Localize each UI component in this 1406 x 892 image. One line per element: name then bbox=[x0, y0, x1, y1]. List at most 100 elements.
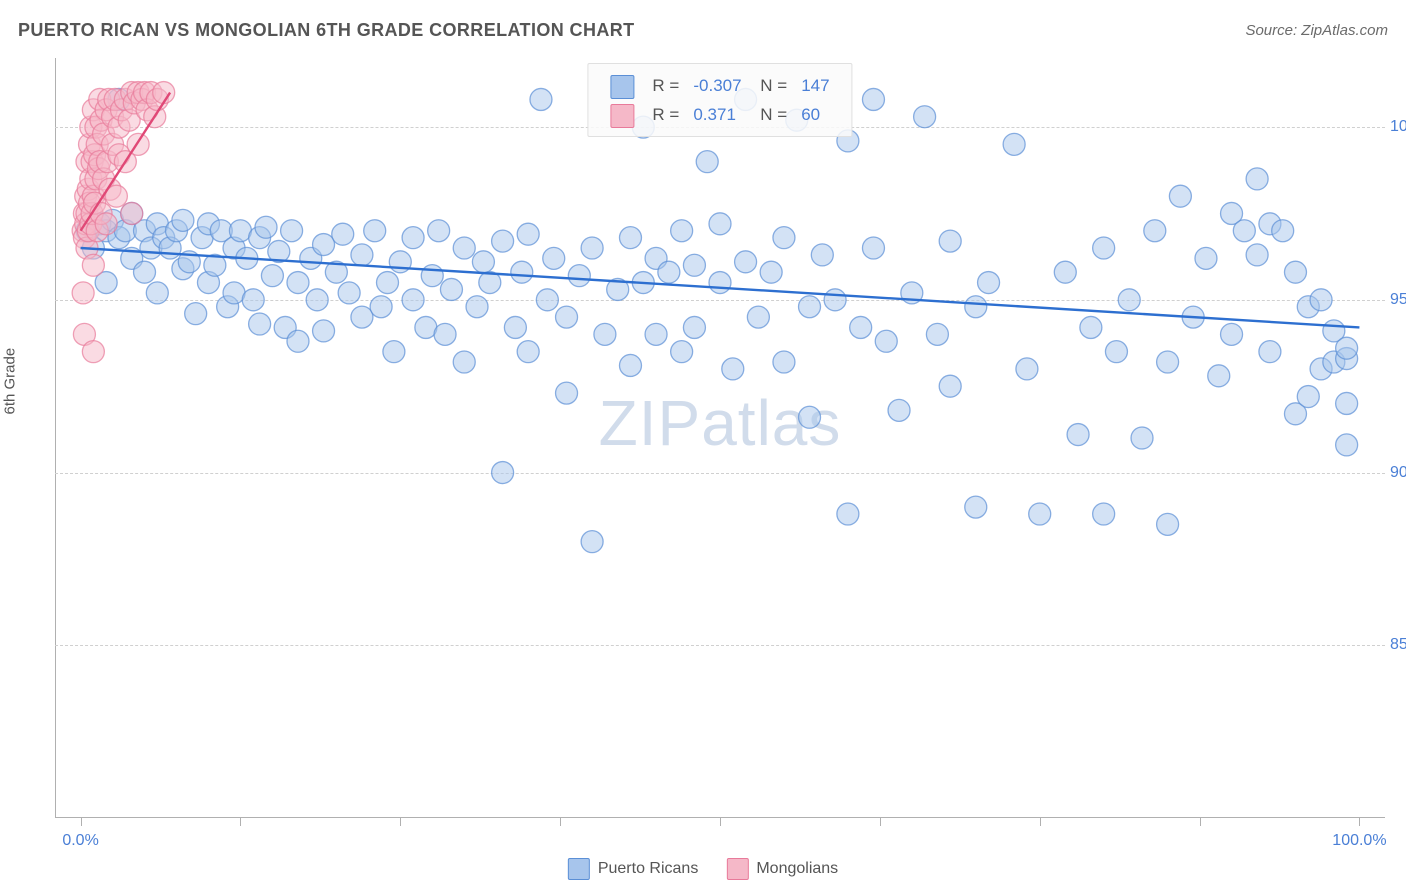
scatter-point bbox=[939, 230, 961, 252]
scatter-point bbox=[261, 265, 283, 287]
scatter-point bbox=[517, 341, 539, 363]
legend-label: Mongolians bbox=[756, 860, 838, 878]
x-tick bbox=[400, 818, 401, 826]
scatter-point bbox=[671, 220, 693, 242]
scatter-point bbox=[1144, 220, 1166, 242]
scatter-point bbox=[581, 237, 603, 259]
scatter-point bbox=[402, 289, 424, 311]
x-tick bbox=[1200, 818, 1201, 826]
y-tick-label: 100.0% bbox=[1390, 118, 1406, 136]
scatter-point bbox=[1195, 247, 1217, 269]
chart-source: Source: ZipAtlas.com bbox=[1245, 22, 1388, 39]
scatter-point bbox=[492, 462, 514, 484]
scatter-point bbox=[351, 306, 373, 328]
scatter-point bbox=[466, 296, 488, 318]
scatter-point bbox=[875, 330, 897, 352]
x-tick bbox=[880, 818, 881, 826]
scatter-point bbox=[172, 209, 194, 231]
scatter-point bbox=[658, 261, 680, 283]
scatter-point bbox=[722, 358, 744, 380]
scatter-point bbox=[556, 382, 578, 404]
correlation-legend: R = -0.307 N = 147 R = 0.371 N = 60 bbox=[587, 63, 852, 137]
scatter-point bbox=[383, 341, 405, 363]
legend-row-puerto-ricans: R = -0.307 N = 147 bbox=[604, 72, 835, 99]
scatter-point bbox=[313, 320, 335, 342]
legend-item-puerto-ricans: Puerto Ricans bbox=[568, 858, 699, 880]
scatter-point bbox=[1310, 289, 1332, 311]
legend-row-mongolians: R = 0.371 N = 60 bbox=[604, 101, 835, 128]
scatter-point bbox=[760, 261, 782, 283]
scatter-point bbox=[1221, 323, 1243, 345]
scatter-point bbox=[1259, 341, 1281, 363]
scatter-point bbox=[978, 272, 1000, 294]
scatter-point bbox=[773, 227, 795, 249]
scatter-point bbox=[121, 202, 143, 224]
scatter-point bbox=[799, 406, 821, 428]
x-tick-label: 0.0% bbox=[62, 832, 98, 850]
scatter-point bbox=[1169, 185, 1191, 207]
scatter-point bbox=[1246, 168, 1268, 190]
scatter-point bbox=[735, 251, 757, 273]
scatter-point bbox=[888, 399, 910, 421]
scatter-point bbox=[421, 265, 443, 287]
scatter-point bbox=[1208, 365, 1230, 387]
chart-title: PUERTO RICAN VS MONGOLIAN 6TH GRADE CORR… bbox=[18, 20, 635, 41]
scatter-point bbox=[1067, 424, 1089, 446]
scatter-point bbox=[1054, 261, 1076, 283]
scatter-point bbox=[492, 230, 514, 252]
scatter-point bbox=[645, 323, 667, 345]
scatter-point bbox=[313, 234, 335, 256]
scatter-point bbox=[568, 265, 590, 287]
r-value-puerto-ricans: -0.307 bbox=[687, 72, 747, 99]
scatter-point bbox=[434, 323, 456, 345]
scatter-point bbox=[377, 272, 399, 294]
scatter-point bbox=[1093, 503, 1115, 525]
scatter-point bbox=[683, 316, 705, 338]
r-value-mongolians: 0.371 bbox=[687, 101, 747, 128]
scatter-point bbox=[255, 216, 277, 238]
scatter-point bbox=[1157, 513, 1179, 535]
scatter-point bbox=[837, 503, 859, 525]
x-tick bbox=[1359, 818, 1360, 826]
scatter-point bbox=[1233, 220, 1255, 242]
scatter-point bbox=[453, 351, 475, 373]
legend-swatch-icon bbox=[726, 858, 748, 880]
scatter-point bbox=[287, 330, 309, 352]
scatter-point bbox=[530, 88, 552, 110]
scatter-point bbox=[926, 323, 948, 345]
x-tick bbox=[1040, 818, 1041, 826]
scatter-point bbox=[1093, 237, 1115, 259]
n-value-mongolians: 60 bbox=[795, 101, 835, 128]
legend-swatch-puerto-ricans bbox=[610, 75, 634, 99]
scatter-point bbox=[134, 261, 156, 283]
scatter-point bbox=[364, 220, 386, 242]
legend-label: Puerto Ricans bbox=[598, 860, 699, 878]
scatter-point bbox=[1029, 503, 1051, 525]
scatter-point bbox=[536, 289, 558, 311]
legend-item-mongolians: Mongolians bbox=[726, 858, 838, 880]
scatter-point bbox=[1284, 261, 1306, 283]
scatter-point bbox=[709, 272, 731, 294]
scatter-point bbox=[619, 354, 641, 376]
n-value-puerto-ricans: 147 bbox=[795, 72, 835, 99]
x-tick bbox=[240, 818, 241, 826]
scatter-point bbox=[747, 306, 769, 328]
scatter-point bbox=[249, 313, 271, 335]
scatter-point bbox=[1016, 358, 1038, 380]
scatter-point bbox=[1080, 316, 1102, 338]
scatter-point bbox=[511, 261, 533, 283]
scatter-point bbox=[287, 272, 309, 294]
scatter-point bbox=[965, 496, 987, 518]
scatter-point bbox=[517, 223, 539, 245]
scatter-point bbox=[773, 351, 795, 373]
scatter-point bbox=[671, 341, 693, 363]
scatter-point bbox=[242, 289, 264, 311]
y-axis-label: 6th Grade bbox=[2, 348, 19, 415]
scatter-point bbox=[402, 227, 424, 249]
scatter-point bbox=[683, 254, 705, 276]
scatter-point bbox=[965, 296, 987, 318]
scatter-point bbox=[581, 531, 603, 553]
scatter-point bbox=[306, 289, 328, 311]
scatter-point bbox=[1105, 341, 1127, 363]
scatter-point bbox=[1297, 386, 1319, 408]
